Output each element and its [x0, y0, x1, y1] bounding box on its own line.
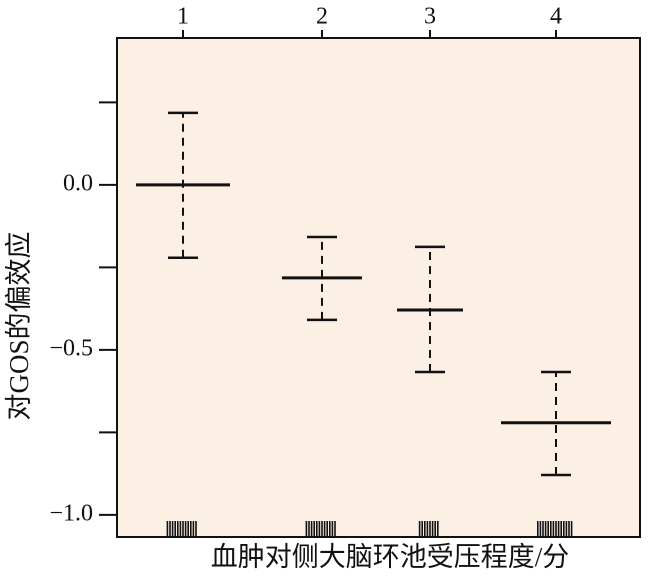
x-tick-label: 3 [424, 4, 436, 30]
x-tick-label: 2 [316, 4, 328, 30]
y-tick-label: −0.5 [49, 335, 93, 361]
plot-area [116, 37, 641, 538]
x-tick-label: 1 [177, 4, 189, 30]
y-tick-label: 0.0 [63, 170, 93, 196]
y-tick-label: −1.0 [49, 500, 93, 526]
y-axis-label: 对GOS的偏效应 [4, 231, 34, 420]
x-tick-label: 4 [550, 4, 562, 30]
x-axis-label: 血肿对侧大脑环池受压程度/分 [211, 542, 570, 572]
